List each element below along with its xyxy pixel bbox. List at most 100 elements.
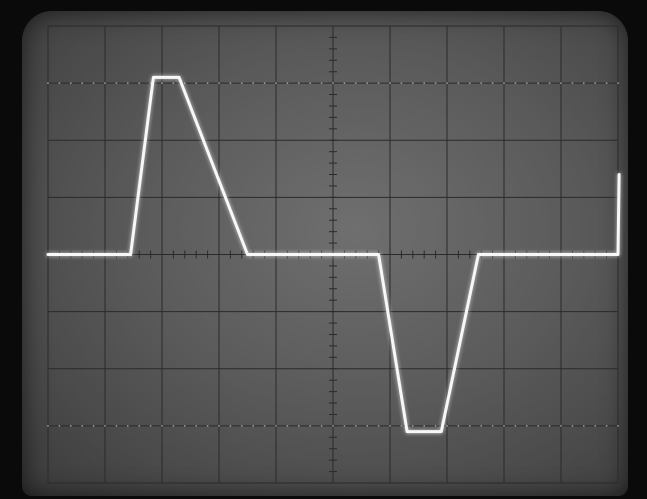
graticule-dot — [571, 424, 574, 427]
graticule-dot — [560, 424, 562, 427]
graticule-dot — [434, 82, 437, 85]
graticule-dot — [594, 424, 597, 427]
graticule-dot — [286, 82, 289, 85]
graticule-dot — [297, 424, 300, 427]
graticule-dot — [389, 424, 391, 427]
graticule-dot — [548, 424, 551, 427]
graticule-dot — [491, 82, 494, 85]
graticule-dot — [229, 424, 232, 427]
graticule-dot — [366, 424, 369, 427]
graticule-dot — [252, 424, 255, 427]
graticule-dot — [571, 82, 574, 85]
graticule-dot — [126, 424, 129, 427]
graticule-dot — [366, 82, 369, 85]
graticule-dot — [47, 82, 49, 85]
graticule-dot — [503, 82, 505, 85]
graticule-dot — [400, 82, 403, 85]
graticule-dot — [149, 82, 152, 85]
graticule-dot — [309, 82, 312, 85]
graticule-dot — [480, 82, 483, 85]
graticule-dot — [47, 424, 49, 427]
graticule-dot — [104, 82, 106, 85]
graticule-dot — [411, 424, 414, 427]
graticule-dot — [503, 424, 505, 427]
graticule-dot — [423, 424, 426, 427]
graticule-dot — [115, 424, 118, 427]
graticule-dot — [252, 82, 255, 85]
graticule-dot — [434, 424, 437, 427]
graticule-dot — [263, 82, 266, 85]
graticule-dot — [400, 424, 403, 427]
graticule-dot — [537, 424, 540, 427]
graticule-dot — [81, 82, 84, 85]
graticule-dot — [126, 82, 129, 85]
graticule-dot — [58, 424, 61, 427]
graticule-dot — [320, 82, 323, 85]
graticule-dot — [138, 424, 141, 427]
graticule-dot — [594, 82, 597, 85]
graticule-dot — [605, 424, 608, 427]
graticule-dot — [161, 424, 163, 427]
graticule-dot — [343, 424, 346, 427]
graticule-dot — [218, 424, 220, 427]
graticule-dot — [354, 82, 357, 85]
graticule-dot — [605, 82, 608, 85]
graticule-dot — [582, 424, 585, 427]
graticule-dot — [149, 424, 152, 427]
graticule-dot — [69, 82, 72, 85]
graticule-dot — [229, 82, 232, 85]
graticule-dot — [275, 82, 277, 85]
graticule-dot — [92, 424, 95, 427]
graticule-dot — [161, 82, 163, 85]
graticule-dot — [343, 82, 346, 85]
graticule-dot — [195, 424, 198, 427]
graticule-dot — [195, 82, 198, 85]
graticule-dot — [286, 424, 289, 427]
graticule-dot — [104, 424, 106, 427]
trace-group — [46, 75, 621, 434]
graticule-dot — [582, 82, 585, 85]
graticule-dot — [457, 82, 460, 85]
graticule-dot — [514, 424, 517, 427]
graticule-dot — [446, 424, 448, 427]
graticule-dot — [617, 424, 619, 427]
graticule-dot — [218, 82, 220, 85]
graticule-dot — [320, 424, 323, 427]
graticule-dot — [548, 82, 551, 85]
graticule-dot — [81, 424, 84, 427]
graticule-dot — [377, 424, 380, 427]
graticule-dot — [309, 424, 312, 427]
graticule-dot — [172, 82, 175, 85]
graticule-dot — [389, 82, 391, 85]
graticule-dot — [332, 82, 334, 85]
graticule-dot — [468, 424, 471, 427]
graticule-dot — [138, 82, 141, 85]
graticule-dots — [47, 82, 619, 427]
graticule-dot — [297, 82, 300, 85]
graticule-dot — [206, 82, 209, 85]
graticule-dot — [263, 424, 266, 427]
graticule-dot — [537, 82, 540, 85]
graticule-dot — [332, 424, 334, 427]
graticule-dot — [446, 82, 448, 85]
graticule-dot — [491, 424, 494, 427]
graticule-dot — [525, 424, 528, 427]
graticule-dot — [58, 82, 61, 85]
graticule-dot — [183, 82, 186, 85]
graticule-dot — [354, 424, 357, 427]
graticule-dot — [275, 424, 277, 427]
graticule-dot — [172, 424, 175, 427]
graticule-dot — [514, 82, 517, 85]
graticule-dot — [240, 82, 243, 85]
graticule-dot — [423, 82, 426, 85]
graticule-dot — [525, 82, 528, 85]
graticule-dot — [92, 82, 95, 85]
graticule-dot — [480, 424, 483, 427]
scope-plot — [46, 25, 621, 484]
graticule-dot — [457, 424, 460, 427]
graticule-dot — [468, 82, 471, 85]
oscilloscope-screen — [22, 11, 628, 496]
graticule-dot — [377, 82, 380, 85]
graticule-dot — [560, 82, 562, 85]
